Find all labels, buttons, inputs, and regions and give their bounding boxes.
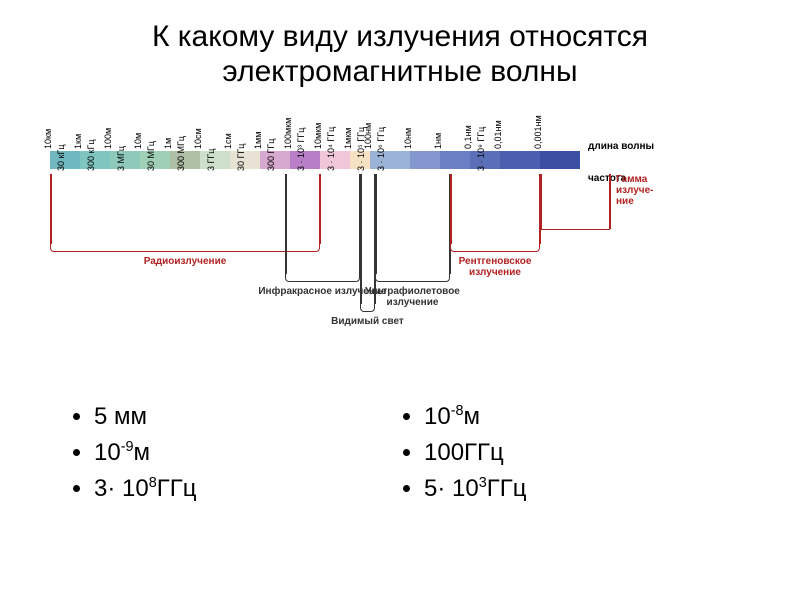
- list-item: 3· 108ГГц: [94, 471, 400, 507]
- region-label: Ультрафиолетовоеизлучение: [343, 286, 483, 308]
- spectrum-bar: [50, 151, 580, 169]
- wavelength-tick: 10нм: [403, 128, 413, 149]
- wavelength-tick: 1мкм: [343, 128, 353, 149]
- wavelength-tick: 1м: [163, 138, 173, 149]
- frequency-tick: 30 МГц: [146, 141, 156, 171]
- frequency-tick: 30 ГГц: [236, 144, 246, 171]
- list-item: 100ГГц: [424, 435, 730, 471]
- frequency-tick: 3 · 10⁴ ГГц: [326, 127, 336, 171]
- spectrum-segment: [540, 151, 580, 169]
- frequency-tick: 30 кГц: [56, 145, 66, 171]
- slide: К какому виду излучения относятся электр…: [0, 0, 800, 600]
- spectrum-chart: 10км1км100м10м1м10см1см1мм100мкм10мкм1мк…: [50, 109, 750, 379]
- wavelength-tick: 100мкм: [283, 118, 293, 149]
- wavelength-axis-label: длина волны: [588, 141, 654, 152]
- frequency-tick: 3 · 10⁶ ГГц: [376, 127, 386, 171]
- wavelength-tick: 1см: [223, 133, 233, 149]
- region-label: Радиоизлучение: [115, 256, 255, 267]
- frequency-tick: 300 кГц: [86, 140, 96, 171]
- spectrum-segment: [500, 151, 540, 169]
- wavelength-tick: 0,01нм: [493, 120, 503, 149]
- list-item: 10-9м: [94, 435, 400, 471]
- wavelength-tick: 10мкм: [313, 123, 323, 149]
- frequency-tick: 3 · 10³ ГГц: [296, 128, 306, 171]
- wavelength-tick: 10см: [193, 128, 203, 149]
- region-label: Видимый свет: [298, 316, 438, 327]
- region-brackets: РадиоизлучениеИнфракрасное излучениеВиди…: [50, 229, 750, 379]
- wavelength-tick: 0,001нм: [533, 115, 543, 149]
- frequency-tick: 300 МГц: [176, 136, 186, 171]
- right-list: 10-8м100ГГц5· 103ГГц: [400, 399, 730, 507]
- list-item: 5· 103ГГц: [424, 471, 730, 507]
- spectrum-segment: [440, 151, 470, 169]
- wavelength-tick: 10км: [43, 129, 53, 149]
- page-title: К какому виду излучения относятся электр…: [0, 0, 800, 99]
- wavelength-tick: 10м: [133, 133, 143, 149]
- region-label: Гаммаизлуче-ние: [616, 174, 676, 207]
- spectrum-segment: [410, 151, 440, 169]
- frequency-tick: 300 ГГц: [266, 139, 276, 171]
- bullet-lists: 5 мм10-9м3· 108ГГц 10-8м100ГГц5· 103ГГц: [0, 399, 800, 507]
- frequency-tick: 3 · 10⁹ ГГц: [476, 127, 486, 171]
- list-item: 10-8м: [424, 399, 730, 435]
- frequency-tick: 3 · 10⁵ ГГц: [356, 127, 366, 171]
- wavelength-tick: 1нм: [433, 133, 443, 149]
- left-list: 5 мм10-9м3· 108ГГц: [70, 399, 400, 507]
- list-item: 5 мм: [94, 399, 400, 435]
- wavelength-tick: 100м: [103, 128, 113, 149]
- wavelength-tick: 1мм: [253, 132, 263, 149]
- frequency-tick: 3 ГГц: [206, 149, 216, 171]
- frequency-tick: 3 МГц: [116, 146, 126, 171]
- wavelength-tick: 1км: [73, 134, 83, 149]
- region-label: Рентгеновскоеизлучение: [425, 256, 565, 278]
- wavelength-tick: 0,1нм: [463, 125, 473, 149]
